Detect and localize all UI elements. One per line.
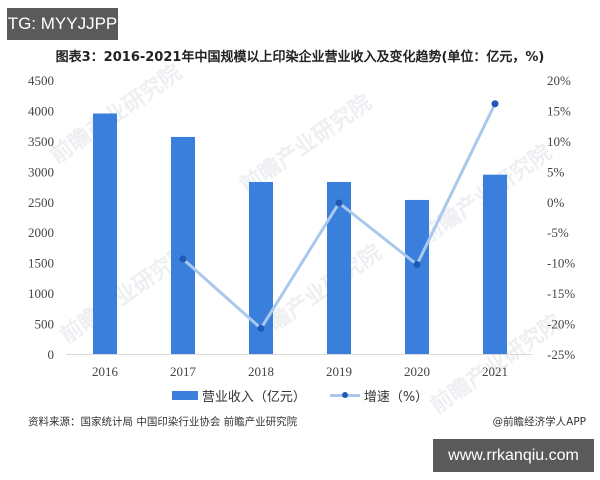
left-axis: 0 500 1000 1500 2000 2500 3000 3500 4000 4500 xyxy=(28,73,54,362)
x-axis-tick-label: 2016 xyxy=(92,364,119,379)
right-axis-tick-label: -5% xyxy=(547,225,569,240)
right-axis-tick-label: 0% xyxy=(547,195,565,210)
legend: 营业收入（亿元） 增速（%） xyxy=(0,386,600,405)
watermark-badge-bottom: www.rrkanqiu.com xyxy=(433,439,594,472)
left-axis-tick-label: 2500 xyxy=(28,195,54,210)
x-axis-tick-label: 2019 xyxy=(326,364,352,379)
left-axis-tick-label: 3000 xyxy=(28,164,54,179)
x-axis-tick-label: 2020 xyxy=(404,364,430,379)
left-axis-tick-label: 4000 xyxy=(28,103,54,118)
right-axis-tick-label: -25% xyxy=(547,347,575,362)
source-note: 资料来源：国家统计局 中国印染行业协会 前瞻产业研究院 xyxy=(28,416,298,428)
bar-swatch-icon xyxy=(171,391,198,400)
growth-marker xyxy=(257,324,265,332)
x-axis-tick-label: 2017 xyxy=(170,364,197,379)
x-axis-tick-label: 2018 xyxy=(248,364,274,379)
watermark-badge-top: TG: MYYJJPP xyxy=(7,8,118,40)
growth-marker xyxy=(491,100,499,108)
growth-marker xyxy=(413,260,421,268)
revenue-bar xyxy=(93,113,117,354)
left-axis-tick-label: 500 xyxy=(35,317,55,332)
right-axis: -25% -20% -15% -10% -5% 0% 5% 10% 15% 20% xyxy=(547,73,575,362)
line-marker-swatch-icon xyxy=(329,391,360,400)
revenue-bar xyxy=(171,136,195,354)
legend-label-revenue: 营业收入（亿元） xyxy=(201,390,306,405)
legend-label-growth: 增速（%） xyxy=(363,390,429,405)
growth-marker xyxy=(335,199,343,207)
credit-note: @前瞻经济学人APP xyxy=(492,416,586,428)
right-axis-tick-label: -10% xyxy=(547,256,575,271)
right-axis-tick-label: -20% xyxy=(547,317,575,332)
legend-item-growth: 增速（%） xyxy=(329,386,429,405)
x-axis: 2016 2017 2018 2019 2020 2021 xyxy=(92,364,508,379)
x-axis-tick-label: 2021 xyxy=(482,364,508,379)
right-axis-tick-label: 20% xyxy=(547,73,571,88)
line-series xyxy=(179,100,499,332)
left-axis-tick-label: 1000 xyxy=(28,286,54,301)
chart-title: 图表3：2016-2021年中国规模以上印染企业营业收入及变化趋势(单位：亿元，… xyxy=(55,50,545,65)
legend-item-revenue: 营业收入（亿元） xyxy=(171,386,306,405)
bar-series xyxy=(93,113,507,354)
left-axis-tick-label: 0 xyxy=(48,347,55,362)
left-axis-tick-label: 4500 xyxy=(28,73,54,88)
right-axis-tick-label: 5% xyxy=(547,164,565,179)
growth-marker xyxy=(179,255,187,263)
right-axis-tick-label: 10% xyxy=(547,134,571,149)
left-axis-tick-label: 3500 xyxy=(28,134,54,149)
revenue-bar xyxy=(405,199,429,354)
right-axis-tick-label: 15% xyxy=(547,103,571,118)
right-axis-tick-label: -15% xyxy=(547,286,575,301)
left-axis-tick-label: 2000 xyxy=(28,225,54,240)
revenue-bar xyxy=(483,174,507,354)
left-axis-tick-label: 1500 xyxy=(28,256,54,271)
